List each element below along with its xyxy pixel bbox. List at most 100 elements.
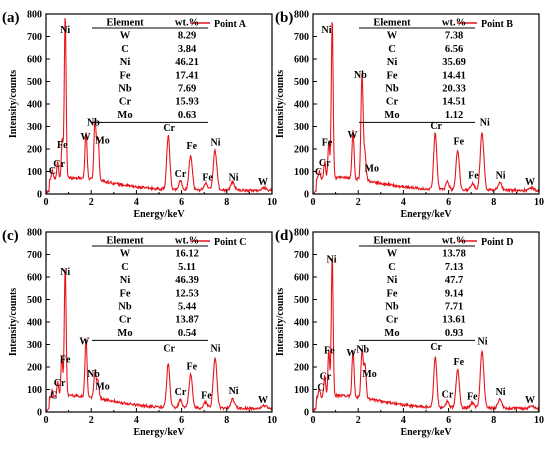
y-axis-title: Intensity/counts [8, 70, 19, 138]
table-cell-element: Mo [117, 110, 132, 121]
table-header-wt: wt.% [175, 236, 199, 247]
table-cell-element: Nb [385, 302, 399, 313]
peak-label: Ni [60, 267, 70, 278]
y-tick-label: 600 [294, 55, 309, 66]
peak-label: Fe [453, 137, 464, 148]
x-tick-label: 4 [401, 415, 406, 426]
y-tick-label: 300 [27, 122, 42, 133]
x-tick-label: 4 [134, 197, 139, 208]
peak-label: Nb [87, 369, 100, 380]
y-tick-label: 300 [294, 122, 309, 133]
peak-label: Cr [442, 389, 454, 400]
table-cell-wt: 35.69 [442, 57, 466, 68]
y-tick-label: 600 [27, 273, 42, 284]
y-tick-label: 700 [27, 250, 42, 261]
y-tick-label: 400 [27, 100, 42, 111]
peak-label: Fe [60, 355, 71, 366]
table-cell-wt: 5.11 [178, 262, 196, 273]
panel-label: (b) [275, 10, 293, 26]
x-tick-label: 6 [179, 197, 184, 208]
table-cell-wt: 5.44 [178, 302, 197, 313]
table-cell-element: Ni [387, 275, 398, 286]
x-tick-label: 6 [446, 197, 451, 208]
table-cell-wt: 13.78 [442, 249, 466, 260]
table-cell-element: Cr [119, 97, 132, 108]
legend-label: Point A [214, 19, 247, 30]
x-axis-title: Energy/keV [400, 209, 452, 220]
panel-label: (c) [2, 228, 19, 244]
y-tick-label: 200 [294, 145, 309, 156]
peak-label: Ni [480, 117, 490, 128]
y-axis-title: Intensity/counts [275, 70, 286, 138]
table-cell-element: Cr [386, 97, 399, 108]
peak-label: Ni [60, 25, 70, 36]
x-tick-label: 0 [311, 415, 316, 426]
x-tick-label: 8 [491, 197, 496, 208]
x-tick-label: 10 [267, 197, 277, 208]
table-cell-wt: 15.93 [175, 97, 199, 108]
y-tick-label: 100 [27, 167, 42, 178]
peak-label: Fe [186, 361, 197, 372]
table-cell-wt: 13.87 [175, 315, 199, 326]
peak-label: Fe [202, 173, 213, 184]
table-cell-wt: 7.13 [445, 262, 463, 273]
table-header-wt: wt.% [442, 18, 466, 29]
table-cell-element: W [120, 31, 131, 42]
eds-panel-a: 0 2 4 6 8 100100200300400500600700800Energy/k… [2, 10, 277, 221]
table-header-element: Element [106, 18, 144, 29]
y-tick-label: 300 [294, 340, 309, 351]
peak-label: Fe [467, 392, 478, 403]
y-tick-label: 600 [27, 55, 42, 66]
table-cell-element: Ni [120, 57, 131, 68]
y-tick-label: 200 [27, 363, 42, 374]
y-tick-label: 400 [294, 100, 309, 111]
table-cell-wt: 0.54 [178, 328, 197, 339]
table-cell-wt: 13.61 [442, 315, 466, 326]
table-cell-wt: 7.69 [178, 84, 196, 95]
x-tick-label: 8 [224, 197, 229, 208]
table-cell-element: Cr [386, 315, 399, 326]
x-tick-label: 10 [534, 415, 544, 426]
y-axis-title: Intensity/counts [8, 288, 19, 356]
table-header-wt: wt.% [442, 236, 466, 247]
x-tick-label: 10 [267, 415, 277, 426]
y-tick-label: 100 [294, 385, 309, 396]
y-tick-label: 500 [27, 77, 42, 88]
peak-label: Cr [320, 371, 332, 382]
peak-label: Fe [468, 170, 479, 181]
peak-label: Nb [354, 70, 367, 81]
spectrum-line [312, 258, 540, 413]
table-cell-wt: 0.63 [178, 110, 196, 121]
panel-label: (a) [2, 10, 20, 26]
table-cell-element: Fe [119, 288, 130, 299]
peak-label: Fe [324, 346, 335, 357]
legend-label: Point C [214, 237, 247, 248]
peak-label: W [258, 177, 268, 188]
peak-label: Cr [163, 343, 175, 354]
peak-label: Nb [87, 117, 100, 128]
peak-label: Ni [322, 25, 332, 36]
y-tick-label: 500 [27, 295, 42, 306]
y-tick-label: 0 [37, 190, 42, 201]
y-tick-label: 500 [294, 295, 309, 306]
spectrum-line [45, 269, 273, 412]
x-tick-label: 4 [401, 197, 406, 208]
y-tick-label: 400 [27, 318, 42, 329]
y-axis-title: Intensity/counts [275, 288, 286, 356]
table-header-element: Element [106, 236, 144, 247]
table-cell-wt: 16.12 [175, 249, 199, 260]
table-cell-wt: 0.93 [445, 328, 463, 339]
table-cell-wt: 12.53 [175, 288, 199, 299]
table-cell-element: Fe [386, 288, 397, 299]
x-tick-label: 2 [356, 415, 361, 426]
table-cell-wt: 47.7 [445, 275, 463, 286]
y-tick-label: 500 [294, 77, 309, 88]
x-tick-label: 2 [356, 197, 361, 208]
table-cell-element: W [387, 249, 398, 260]
x-axis-title: Energy/keV [133, 427, 185, 438]
table-cell-wt: 14.41 [442, 70, 466, 81]
table-cell-wt: 46.21 [175, 57, 199, 68]
y-tick-label: 700 [294, 250, 309, 261]
peak-label: Cr [163, 123, 175, 134]
x-tick-label: 4 [134, 415, 139, 426]
